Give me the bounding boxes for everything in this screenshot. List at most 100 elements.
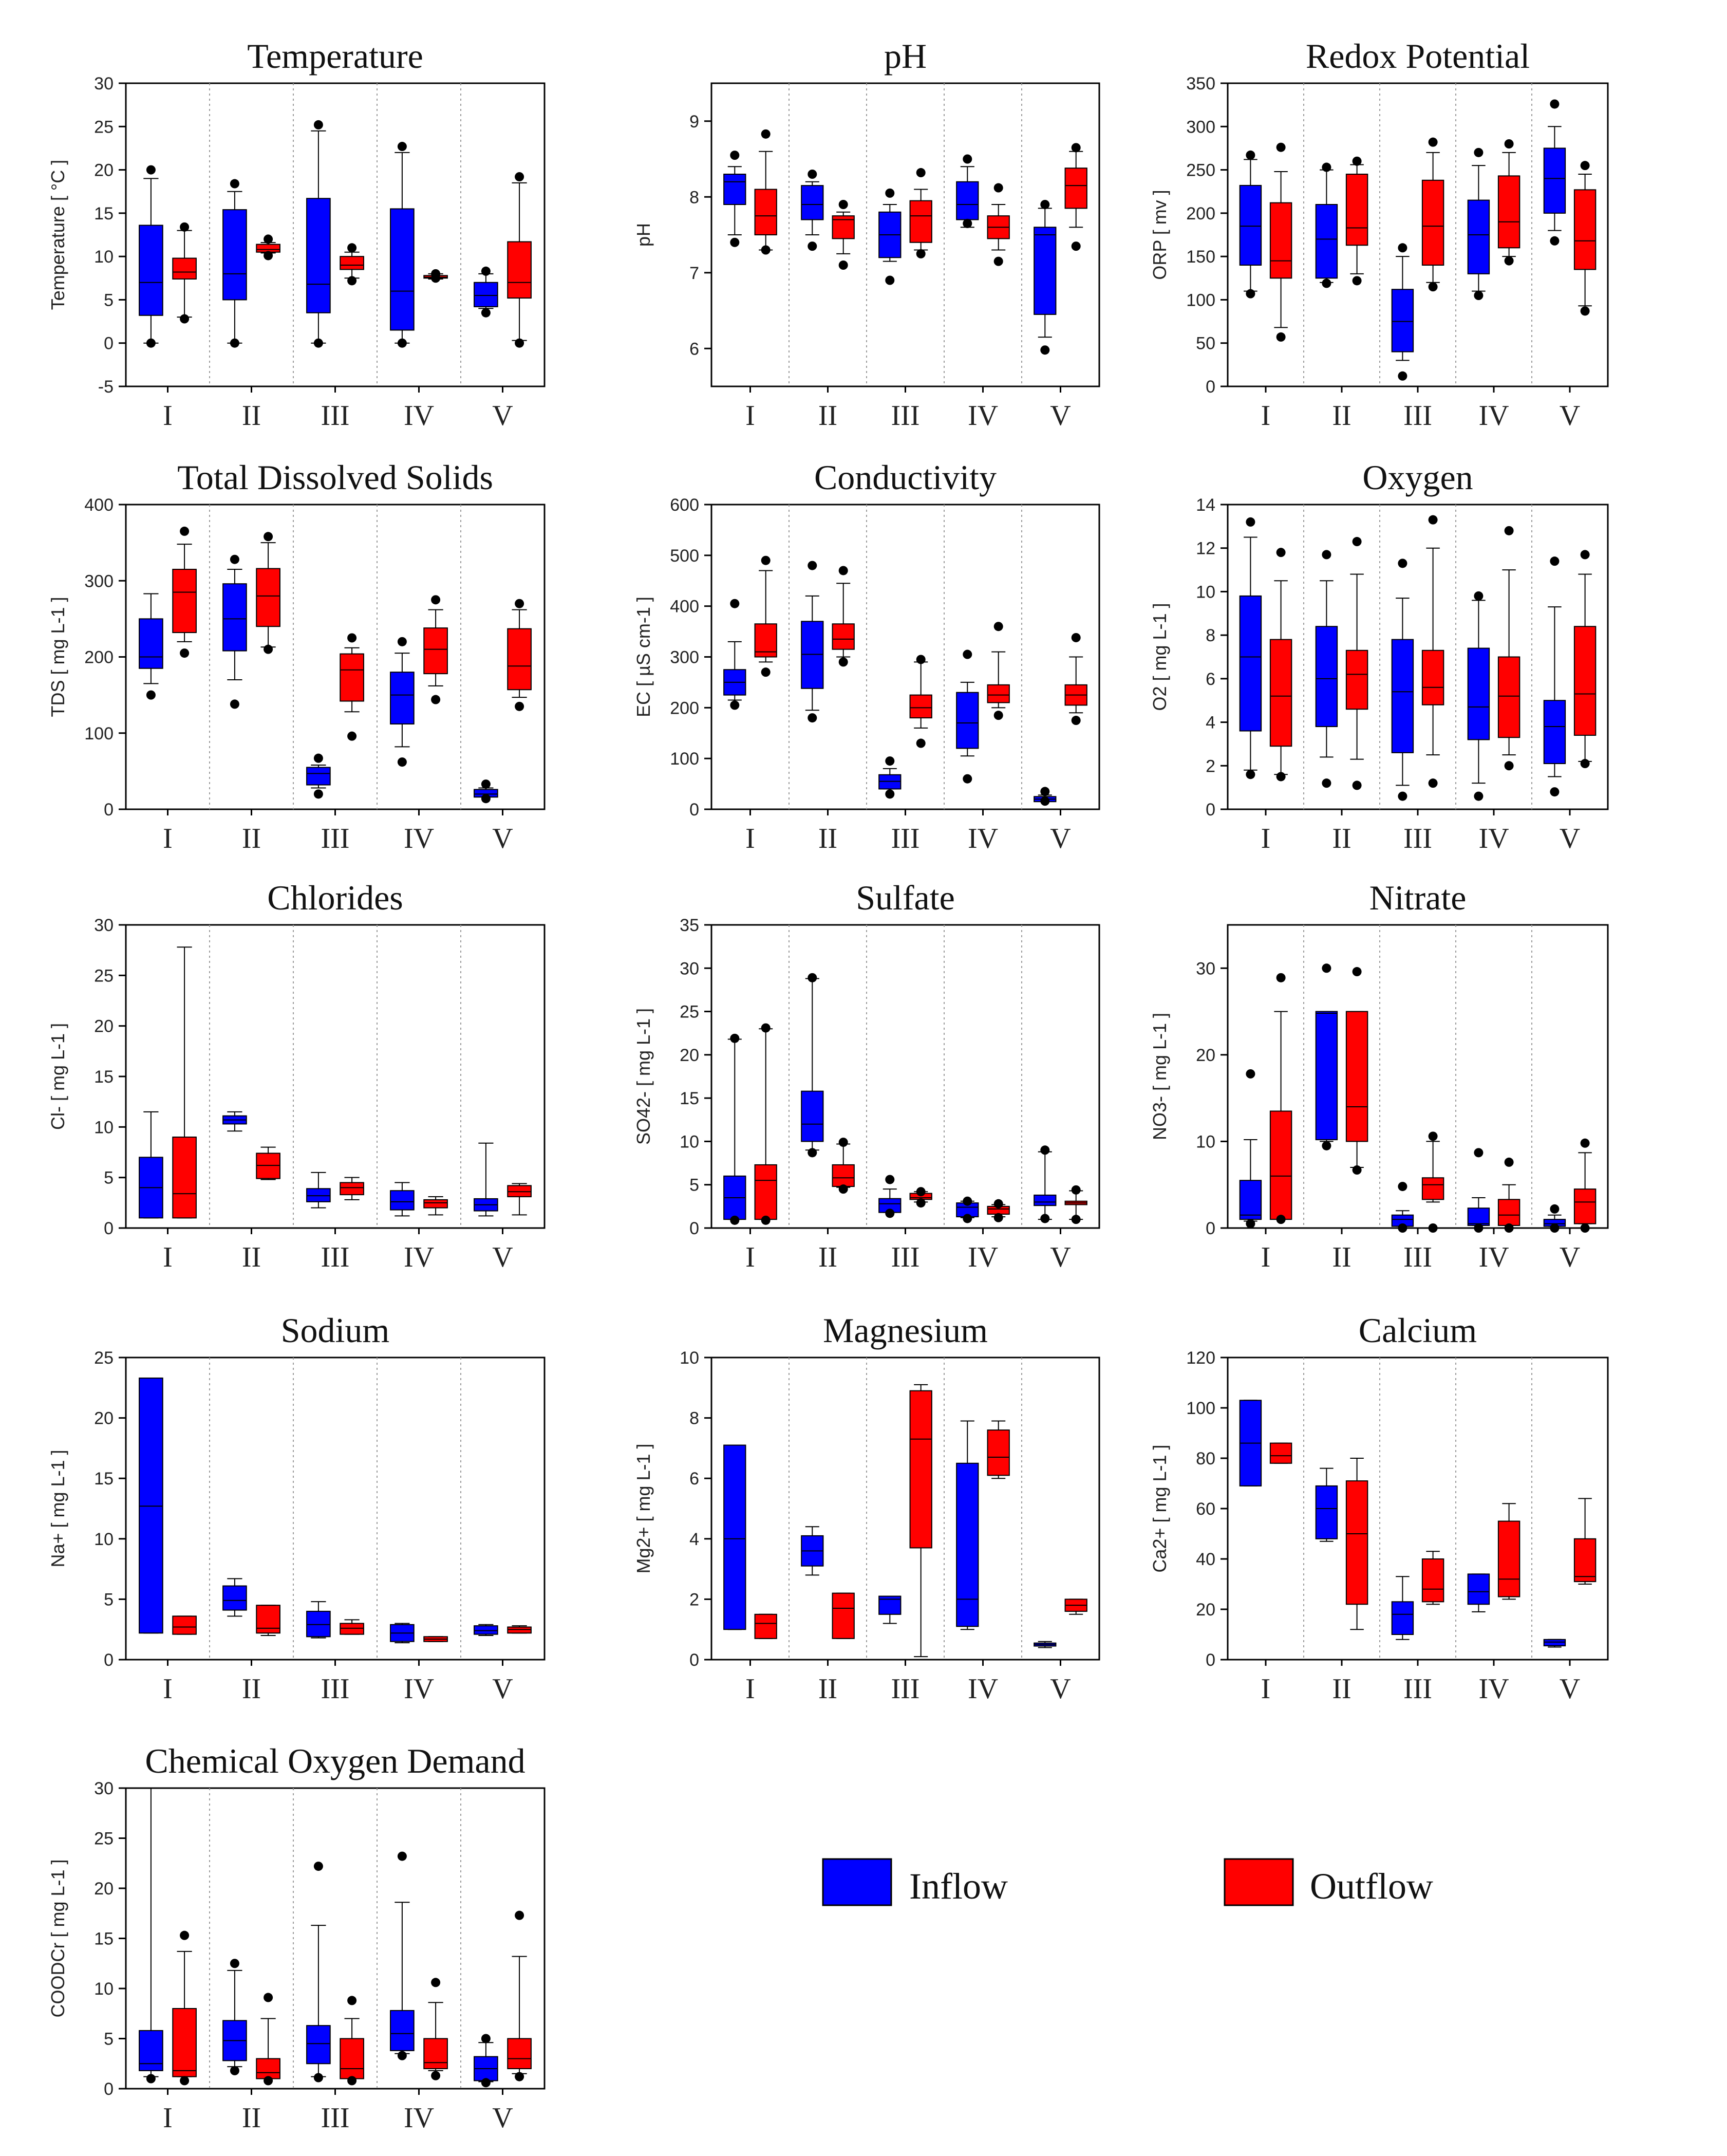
x-category-label: III — [891, 1673, 920, 1705]
outlier-point — [993, 183, 1003, 193]
outlier-point — [515, 338, 524, 348]
x-category-label: IV — [404, 2102, 434, 2134]
box-body — [723, 1444, 746, 1630]
outlier-point — [347, 276, 357, 286]
box-inflow-v — [1543, 1204, 1566, 1233]
box-outflow-iv — [1497, 139, 1520, 266]
chart-title: Redox Potential — [1306, 36, 1530, 76]
y-tick-label: 4 — [1206, 713, 1215, 733]
outlier-point — [1398, 1182, 1407, 1192]
outlier-point — [146, 338, 156, 348]
legend-label-inflow: Inflow — [909, 1866, 1008, 1907]
chart-title: Sulfate — [856, 878, 955, 917]
x-category-label: V — [1050, 823, 1071, 854]
y-tick-label: 25 — [94, 1829, 114, 1849]
outlier-point — [347, 633, 357, 643]
box-body — [1421, 1177, 1444, 1200]
y-axis-label: ORP [ mv ] — [1149, 190, 1170, 280]
box-outflow-iv — [423, 269, 448, 283]
y-tick-label: 14 — [1196, 495, 1215, 515]
box-inflow-iii — [306, 120, 331, 348]
x-category-label: I — [163, 400, 173, 432]
box-outflow-i — [1269, 973, 1292, 1224]
box-inflow-i — [1239, 1069, 1262, 1229]
x-category-label: II — [818, 1673, 837, 1705]
box-outflow-i — [172, 1930, 197, 2086]
x-category-label: V — [492, 2102, 513, 2134]
outlier-point — [1322, 963, 1331, 973]
box-body — [172, 1137, 197, 1219]
outlier-point — [264, 644, 273, 654]
legend-item-inflow: Inflow — [822, 1858, 1008, 1907]
chart-total-dissolved-solids: Total Dissolved Solids 0 100 200 300 400 TDS [… — [47, 458, 546, 854]
x-category-label: I — [163, 1673, 173, 1705]
box-inflow-v — [474, 266, 498, 318]
chart-redox-potential: Redox Potential 0 50 100 150 200 250 300 350 ORP … — [1149, 36, 1609, 432]
y-tick-label: 0 — [1206, 377, 1215, 397]
box-inflow-iv — [390, 1182, 415, 1217]
y-tick-label: 35 — [680, 916, 699, 935]
box-outflow-iv — [423, 1636, 448, 1642]
outlier-point — [1071, 1215, 1081, 1224]
y-tick-label: 2 — [689, 1590, 699, 1609]
y-tick-label: 20 — [94, 1409, 114, 1428]
outlier-point — [1428, 778, 1438, 788]
y-axis-label: Cl- [ mg L-1 ] — [47, 1023, 68, 1130]
box-outflow-v — [1064, 633, 1087, 726]
y-tick-label: 12 — [1196, 539, 1215, 559]
y-tick-label: 15 — [94, 1929, 114, 1949]
box-inflow-ii — [222, 1578, 247, 1617]
box-body — [987, 1429, 1010, 1476]
outlier-point — [1504, 139, 1514, 148]
outlier-point — [1246, 770, 1255, 779]
outlier-point — [808, 241, 817, 251]
box-body — [507, 628, 532, 691]
y-tick-label: 0 — [1206, 1219, 1215, 1238]
outlier-point — [1276, 973, 1286, 982]
box-inflow-i — [723, 151, 746, 247]
box-inflow-iii — [878, 1175, 902, 1218]
x-category-label: IV — [404, 1241, 434, 1273]
box-body — [956, 181, 979, 220]
x-category-label: II — [242, 823, 261, 854]
outlier-point — [180, 526, 190, 536]
outlier-point — [264, 1993, 273, 2002]
y-tick-label: 0 — [104, 800, 114, 820]
box-inflow-i — [139, 165, 163, 348]
box-inflow-iv — [390, 1851, 415, 2060]
y-tick-label: 5 — [689, 1176, 699, 1195]
x-category-label: I — [1261, 400, 1271, 432]
x-category-label: IV — [1478, 400, 1509, 432]
outlier-point — [264, 234, 273, 244]
y-tick-label: 15 — [94, 204, 114, 224]
x-category-label: V — [1560, 400, 1580, 432]
box-outflow-ii — [256, 234, 280, 261]
x-category-label: I — [1261, 1673, 1271, 1705]
x-category-label: II — [242, 400, 261, 432]
box-inflow-ii — [801, 973, 824, 1158]
outlier-point — [431, 2071, 441, 2080]
outlier-point — [313, 789, 323, 799]
outlier-point — [264, 2076, 273, 2086]
box-outflow-ii — [832, 566, 855, 667]
y-tick-label: 10 — [94, 1979, 114, 1999]
outlier-point — [1071, 241, 1081, 251]
box-body — [390, 2010, 415, 2051]
y-axis-label: Mg2+ [ mg L-1 ] — [633, 1443, 654, 1573]
series-inflow — [1239, 99, 1566, 381]
box-inflow-v — [1543, 556, 1566, 797]
x-category-label: III — [891, 1241, 920, 1273]
y-tick-label: 600 — [670, 495, 699, 515]
x-category-label: III — [321, 2102, 350, 2134]
box-inflow-iv — [390, 1623, 415, 1644]
box-body — [139, 2030, 163, 2071]
outlier-point — [838, 566, 848, 575]
plot-area — [125, 82, 546, 387]
box-body — [340, 1623, 364, 1635]
outlier-point — [1428, 137, 1438, 147]
y-tick-label: 20 — [680, 1046, 699, 1065]
box-outflow-ii — [1345, 1458, 1368, 1630]
outlier-point — [993, 622, 1003, 631]
box-inflow-i — [139, 1111, 163, 1219]
